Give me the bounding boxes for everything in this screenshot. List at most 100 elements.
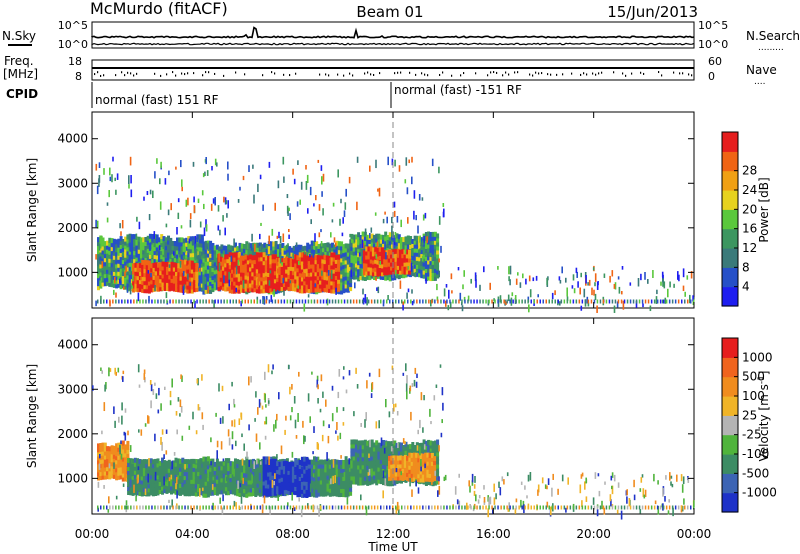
range-time-cell <box>170 265 174 271</box>
scatter-cell <box>474 272 477 282</box>
range-time-cell <box>283 249 287 255</box>
range-time-cell <box>422 269 426 275</box>
range-time-cell <box>372 450 376 456</box>
range-time-cell <box>296 259 300 265</box>
range-time-cell <box>121 440 125 446</box>
range-time-cell <box>195 266 199 272</box>
range-time-cell <box>224 482 228 488</box>
range-time-cell <box>384 456 388 462</box>
range-time-cell <box>382 456 385 461</box>
range-time-cell <box>372 462 376 468</box>
near-range-cell <box>455 299 457 304</box>
range-time-cell <box>255 268 259 274</box>
range-time-cell <box>144 249 148 254</box>
range-time-cell <box>383 250 387 256</box>
range-time-cell <box>124 460 128 466</box>
range-time-cell <box>246 283 250 289</box>
range-time-cell <box>231 264 234 270</box>
range-time-cell <box>330 264 334 270</box>
range-time-cell <box>227 244 231 250</box>
range-time-cell <box>400 450 403 456</box>
range-time-cell <box>331 467 334 473</box>
range-time-cell <box>307 471 311 477</box>
range-time-cell <box>388 232 392 238</box>
range-time-cell <box>141 267 145 273</box>
range-time-cell <box>155 258 159 264</box>
range-time-cell <box>136 275 140 281</box>
range-time-cell <box>361 456 365 462</box>
range-time-cell <box>331 459 334 465</box>
range-time-cell <box>427 239 431 245</box>
range-time-cell <box>367 250 371 256</box>
scatter-cell <box>438 270 440 278</box>
scatter-cell <box>279 236 282 240</box>
scatter-cell <box>113 289 115 295</box>
range-time-cell <box>179 478 182 484</box>
scatter-cell <box>162 249 164 255</box>
near-range-cell <box>545 299 547 304</box>
range-time-cell <box>145 288 149 294</box>
range-time-cell <box>97 443 100 449</box>
range-time-cell <box>158 237 161 243</box>
range-time-cell <box>244 278 248 284</box>
scatter-cell <box>260 222 262 226</box>
scatter-cell <box>218 262 221 272</box>
range-time-cell <box>163 464 167 470</box>
range-time-cell <box>276 465 280 471</box>
near-range-cell <box>566 299 569 304</box>
range-time-cell <box>304 245 307 251</box>
range-time-cell <box>337 278 341 284</box>
range-time-cell <box>183 467 187 473</box>
range-time-cell <box>211 470 215 476</box>
range-time-cell <box>147 483 151 489</box>
range-time-cell <box>244 266 248 272</box>
range-time-cell <box>178 245 182 251</box>
near-range-cell <box>539 299 541 304</box>
range-time-cell <box>362 266 366 272</box>
range-time-cell <box>106 466 109 472</box>
range-time-cell <box>307 264 311 270</box>
scatter-cell <box>194 254 197 261</box>
range-time-cell <box>262 268 266 274</box>
range-time-cell <box>393 448 397 454</box>
scatter-cell <box>235 265 238 275</box>
range-time-cell <box>271 274 275 280</box>
range-time-cell <box>117 446 121 452</box>
range-time-cell <box>198 254 202 260</box>
scatter-cell <box>406 292 408 299</box>
range-time-cell <box>140 467 144 473</box>
near-range-cell <box>524 299 526 304</box>
range-time-cell <box>303 252 307 258</box>
range-time-cell <box>128 269 132 275</box>
range-time-cell <box>319 491 323 497</box>
scatter-cell <box>393 210 396 217</box>
range-time-cell <box>106 268 109 274</box>
range-time-cell <box>240 267 243 273</box>
range-time-cell <box>326 242 330 248</box>
nave-dot <box>100 74 102 77</box>
range-time-cell <box>354 455 358 461</box>
range-time-cell <box>310 483 314 489</box>
range-time-cell <box>424 232 428 237</box>
range-time-cell <box>372 470 376 476</box>
range-time-cell <box>319 263 322 269</box>
range-time-cell <box>337 492 341 498</box>
range-time-cell <box>298 268 302 274</box>
range-time-cell <box>240 471 244 477</box>
range-time-cell <box>179 287 183 293</box>
nave-dot <box>622 72 624 75</box>
sky-axis-bottom: 10^0 <box>58 38 88 51</box>
range-time-cell <box>238 492 242 497</box>
near-range-cell <box>118 299 120 304</box>
range-time-cell <box>349 486 353 492</box>
range-time-cell <box>420 265 424 271</box>
range-time-cell <box>291 286 295 292</box>
scatter-cell <box>148 295 150 302</box>
range-time-cell <box>138 483 142 488</box>
range-time-cell <box>146 251 150 257</box>
range-time-cell <box>314 271 318 277</box>
range-time-cell <box>136 267 140 273</box>
range-time-cell <box>151 250 155 255</box>
range-time-cell <box>371 271 375 277</box>
range-time-cell <box>291 266 295 272</box>
